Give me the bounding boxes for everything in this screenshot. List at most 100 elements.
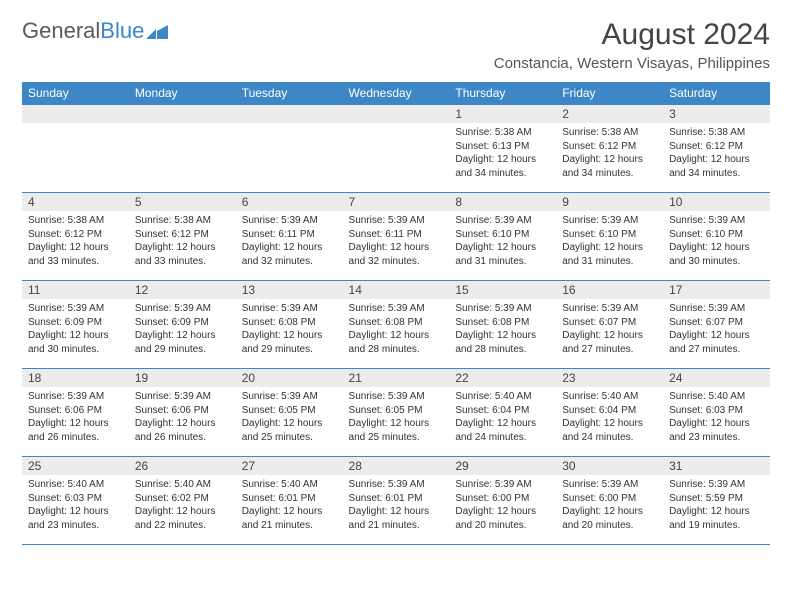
day-number: 26 [129, 457, 236, 475]
day-number [129, 105, 236, 123]
title-block: August 2024 Constancia, Western Visayas,… [494, 18, 770, 72]
day-body: Sunrise: 5:39 AMSunset: 6:05 PMDaylight:… [236, 387, 343, 448]
weekday-header: Sunday [22, 82, 129, 105]
header: GeneralBlue August 2024 Constancia, West… [22, 18, 770, 72]
logo: GeneralBlue [22, 18, 168, 44]
day-cell: 12Sunrise: 5:39 AMSunset: 6:09 PMDayligh… [129, 281, 236, 369]
day-number: 27 [236, 457, 343, 475]
day-number: 28 [343, 457, 450, 475]
week-row: 11Sunrise: 5:39 AMSunset: 6:09 PMDayligh… [22, 281, 770, 369]
weekday-header: Thursday [449, 82, 556, 105]
weekday-header: Friday [556, 82, 663, 105]
day-cell: 10Sunrise: 5:39 AMSunset: 6:10 PMDayligh… [663, 193, 770, 281]
day-number [343, 105, 450, 123]
day-cell: 20Sunrise: 5:39 AMSunset: 6:05 PMDayligh… [236, 369, 343, 457]
logo-text-blue: Blue [100, 18, 144, 44]
calendar-head: SundayMondayTuesdayWednesdayThursdayFrid… [22, 82, 770, 105]
day-cell: 24Sunrise: 5:40 AMSunset: 6:03 PMDayligh… [663, 369, 770, 457]
day-body: Sunrise: 5:38 AMSunset: 6:12 PMDaylight:… [663, 123, 770, 184]
day-cell: 22Sunrise: 5:40 AMSunset: 6:04 PMDayligh… [449, 369, 556, 457]
day-cell [236, 105, 343, 193]
day-cell: 9Sunrise: 5:39 AMSunset: 6:10 PMDaylight… [556, 193, 663, 281]
day-cell: 29Sunrise: 5:39 AMSunset: 6:00 PMDayligh… [449, 457, 556, 545]
calendar-table: SundayMondayTuesdayWednesdayThursdayFrid… [22, 82, 770, 545]
day-number [236, 105, 343, 123]
day-number: 9 [556, 193, 663, 211]
month-title: August 2024 [494, 18, 770, 52]
day-number: 8 [449, 193, 556, 211]
day-cell: 26Sunrise: 5:40 AMSunset: 6:02 PMDayligh… [129, 457, 236, 545]
day-cell: 23Sunrise: 5:40 AMSunset: 6:04 PMDayligh… [556, 369, 663, 457]
logo-text-general: General [22, 18, 100, 44]
day-number: 4 [22, 193, 129, 211]
day-number: 21 [343, 369, 450, 387]
day-number: 19 [129, 369, 236, 387]
day-body: Sunrise: 5:39 AMSunset: 6:08 PMDaylight:… [449, 299, 556, 360]
day-body: Sunrise: 5:38 AMSunset: 6:12 PMDaylight:… [129, 211, 236, 272]
day-number [22, 105, 129, 123]
day-cell: 25Sunrise: 5:40 AMSunset: 6:03 PMDayligh… [22, 457, 129, 545]
day-body: Sunrise: 5:40 AMSunset: 6:01 PMDaylight:… [236, 475, 343, 536]
day-body: Sunrise: 5:39 AMSunset: 5:59 PMDaylight:… [663, 475, 770, 536]
day-cell: 21Sunrise: 5:39 AMSunset: 6:05 PMDayligh… [343, 369, 450, 457]
week-row: 4Sunrise: 5:38 AMSunset: 6:12 PMDaylight… [22, 193, 770, 281]
day-cell: 18Sunrise: 5:39 AMSunset: 6:06 PMDayligh… [22, 369, 129, 457]
day-number: 17 [663, 281, 770, 299]
day-body: Sunrise: 5:39 AMSunset: 6:11 PMDaylight:… [236, 211, 343, 272]
day-body: Sunrise: 5:39 AMSunset: 6:09 PMDaylight:… [129, 299, 236, 360]
day-number: 16 [556, 281, 663, 299]
day-body: Sunrise: 5:39 AMSunset: 6:10 PMDaylight:… [449, 211, 556, 272]
day-number: 6 [236, 193, 343, 211]
day-number: 7 [343, 193, 450, 211]
weekday-header: Saturday [663, 82, 770, 105]
day-number: 3 [663, 105, 770, 123]
day-body: Sunrise: 5:39 AMSunset: 6:05 PMDaylight:… [343, 387, 450, 448]
day-cell: 31Sunrise: 5:39 AMSunset: 5:59 PMDayligh… [663, 457, 770, 545]
day-body: Sunrise: 5:39 AMSunset: 6:09 PMDaylight:… [22, 299, 129, 360]
day-number: 14 [343, 281, 450, 299]
day-cell: 30Sunrise: 5:39 AMSunset: 6:00 PMDayligh… [556, 457, 663, 545]
day-cell: 28Sunrise: 5:39 AMSunset: 6:01 PMDayligh… [343, 457, 450, 545]
day-cell [22, 105, 129, 193]
day-body: Sunrise: 5:40 AMSunset: 6:02 PMDaylight:… [129, 475, 236, 536]
day-number: 15 [449, 281, 556, 299]
day-body: Sunrise: 5:39 AMSunset: 6:10 PMDaylight:… [556, 211, 663, 272]
day-body [129, 123, 236, 130]
location: Constancia, Western Visayas, Philippines [494, 55, 770, 72]
day-body: Sunrise: 5:39 AMSunset: 6:08 PMDaylight:… [343, 299, 450, 360]
day-number: 11 [22, 281, 129, 299]
weekday-row: SundayMondayTuesdayWednesdayThursdayFrid… [22, 82, 770, 105]
day-number: 29 [449, 457, 556, 475]
day-cell: 19Sunrise: 5:39 AMSunset: 6:06 PMDayligh… [129, 369, 236, 457]
day-body: Sunrise: 5:39 AMSunset: 6:06 PMDaylight:… [22, 387, 129, 448]
day-cell: 5Sunrise: 5:38 AMSunset: 6:12 PMDaylight… [129, 193, 236, 281]
day-cell: 7Sunrise: 5:39 AMSunset: 6:11 PMDaylight… [343, 193, 450, 281]
day-number: 22 [449, 369, 556, 387]
day-body [236, 123, 343, 130]
day-cell: 14Sunrise: 5:39 AMSunset: 6:08 PMDayligh… [343, 281, 450, 369]
weekday-header: Wednesday [343, 82, 450, 105]
day-number: 2 [556, 105, 663, 123]
day-body: Sunrise: 5:38 AMSunset: 6:12 PMDaylight:… [22, 211, 129, 272]
day-cell: 8Sunrise: 5:39 AMSunset: 6:10 PMDaylight… [449, 193, 556, 281]
day-body: Sunrise: 5:39 AMSunset: 6:10 PMDaylight:… [663, 211, 770, 272]
day-number: 18 [22, 369, 129, 387]
day-body: Sunrise: 5:40 AMSunset: 6:03 PMDaylight:… [663, 387, 770, 448]
logo-flag-icon [146, 23, 168, 39]
day-body: Sunrise: 5:39 AMSunset: 6:06 PMDaylight:… [129, 387, 236, 448]
day-body: Sunrise: 5:39 AMSunset: 6:11 PMDaylight:… [343, 211, 450, 272]
week-row: 18Sunrise: 5:39 AMSunset: 6:06 PMDayligh… [22, 369, 770, 457]
day-cell: 6Sunrise: 5:39 AMSunset: 6:11 PMDaylight… [236, 193, 343, 281]
day-cell: 27Sunrise: 5:40 AMSunset: 6:01 PMDayligh… [236, 457, 343, 545]
day-cell [129, 105, 236, 193]
day-number: 1 [449, 105, 556, 123]
day-cell: 16Sunrise: 5:39 AMSunset: 6:07 PMDayligh… [556, 281, 663, 369]
day-number: 24 [663, 369, 770, 387]
day-cell: 1Sunrise: 5:38 AMSunset: 6:13 PMDaylight… [449, 105, 556, 193]
day-body: Sunrise: 5:39 AMSunset: 6:07 PMDaylight:… [663, 299, 770, 360]
day-number: 23 [556, 369, 663, 387]
day-body: Sunrise: 5:40 AMSunset: 6:03 PMDaylight:… [22, 475, 129, 536]
day-cell: 11Sunrise: 5:39 AMSunset: 6:09 PMDayligh… [22, 281, 129, 369]
day-body [343, 123, 450, 130]
day-body: Sunrise: 5:40 AMSunset: 6:04 PMDaylight:… [449, 387, 556, 448]
